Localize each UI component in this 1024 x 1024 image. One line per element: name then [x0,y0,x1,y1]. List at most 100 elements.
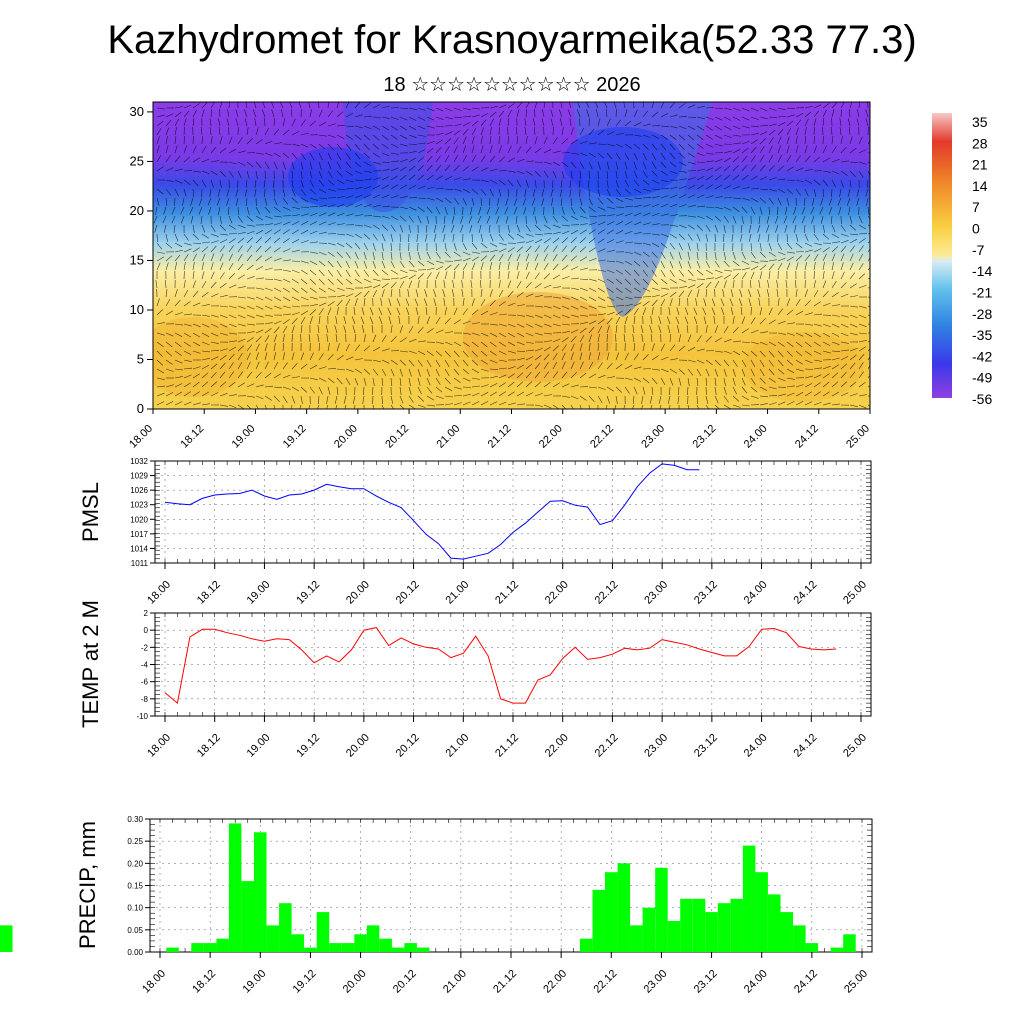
wind-barb [741,206,748,214]
wind-barb [417,316,420,325]
wind-barb [246,137,253,145]
wind-barb [318,260,326,267]
wind-barb [615,179,619,188]
wind-barb [336,269,342,277]
wind-barb [291,161,295,170]
wind-barb [372,269,379,277]
wind-barb [390,107,400,109]
wind-barb [453,402,462,406]
wind-barb [300,161,304,170]
wind-barb [606,395,611,404]
wind-barb [588,247,596,253]
wind-barb [570,161,577,169]
wind-barb [714,368,718,377]
wind-barb [858,362,864,370]
wind-barb [858,394,867,397]
wind-barb [237,305,246,309]
wind-barb [633,152,638,161]
wind-barb [831,281,837,289]
wind-barb [489,106,498,109]
wind-barb [516,357,525,361]
precip-bar [166,947,179,952]
x-tick-label: 18.00 [145,579,173,607]
wind-barb [228,305,237,309]
wind-barb [156,197,160,206]
wind-barb [723,150,732,154]
wind-barb [363,178,372,181]
wind-barb [219,147,227,154]
wind-barb [678,377,682,386]
wind-barb [579,229,587,235]
wind-barb [192,157,200,163]
wind-barb [273,188,275,198]
y-tick-label: -10 [136,712,148,721]
wind-barb [632,325,635,334]
wind-barb [478,224,482,233]
wind-barb [327,188,336,192]
wind-barb [750,175,758,181]
precip-bar [605,872,618,952]
wind-barb [396,307,401,316]
x-tick-label: 24.00 [742,423,770,451]
wind-barb [703,298,707,307]
wind-barb [471,127,477,136]
wind-barb [858,149,867,154]
wind-barb [282,287,290,293]
wind-barb [786,368,795,374]
wind-barb [651,242,660,248]
wind-barb [444,197,452,204]
wind-barb [216,197,221,206]
wind-barb [831,179,836,188]
wind-barb [219,224,226,231]
wind-barb [867,179,869,189]
wind-barb [651,377,658,385]
wind-barb [264,246,272,253]
wind-barb [597,248,606,253]
y-axis-label: PMSL [78,482,103,542]
wind-barb [669,186,678,190]
wind-barb [444,107,453,112]
wind-barb [281,109,284,118]
wind-barb [200,126,203,136]
wind-barb [489,289,493,298]
wind-barb [325,325,329,334]
wind-barb [408,280,412,289]
x-tick-label: 23.00 [642,579,670,607]
wind-barb [489,242,498,247]
wind-barb [426,316,430,325]
wind-barb [156,401,165,406]
wind-barb [867,404,870,407]
wind-barb [381,395,383,405]
wind-barb [489,155,496,163]
wind-barb [417,197,427,199]
wind-barb [426,350,434,356]
wind-barb [543,136,548,145]
wind-barb [480,341,488,348]
wind-barb [714,174,722,181]
wind-barb [748,289,752,298]
wind-barb [498,135,500,145]
wind-barb [282,325,288,334]
wind-barb [399,404,405,409]
wind-barb [453,154,459,163]
wind-barb [606,362,613,370]
wind-barb [840,332,849,337]
wind-barb [471,350,478,357]
wind-barb [624,287,632,293]
wind-barb [867,224,870,226]
wind-barb [867,277,870,280]
wind-barb [390,269,398,275]
wind-barb [561,215,569,222]
wind-barb [768,197,775,205]
wind-barb [588,278,597,282]
wind-barb [408,215,414,223]
wind-barb [480,255,488,262]
colorbar-label: -56 [972,391,992,407]
wind-barb [244,188,248,197]
wind-barb [768,395,778,397]
colorbar-label: 28 [972,135,988,151]
wind-barb [417,340,426,343]
x-tick-label: 18.12 [195,579,223,607]
wind-barb [219,239,228,244]
